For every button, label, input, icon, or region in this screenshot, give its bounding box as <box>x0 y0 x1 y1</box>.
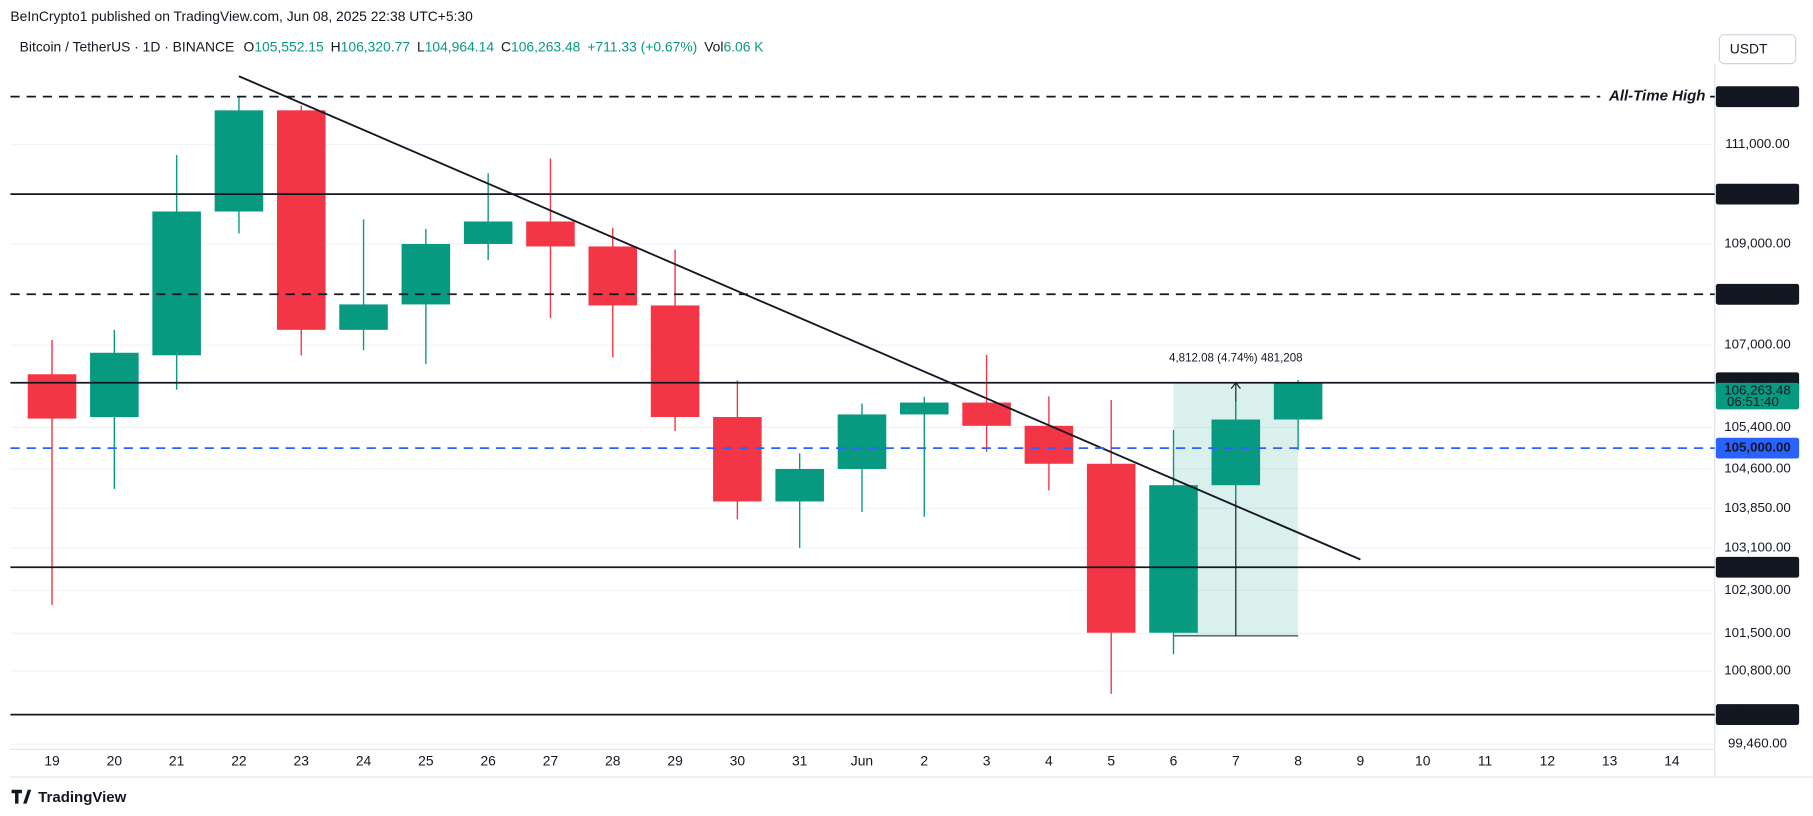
y-tick-label: 105,400.00 <box>1724 419 1790 434</box>
y-tick-label: 102,300.00 <box>1724 582 1790 597</box>
x-tick-label: 19 <box>44 753 60 769</box>
x-tick-label: 26 <box>480 753 496 769</box>
candle-body <box>339 304 388 330</box>
trendline <box>238 75 1361 561</box>
ohlc-key: C <box>501 38 511 54</box>
x-tick-label: 6 <box>1170 753 1178 769</box>
countdown: 06:51:40 <box>1727 394 1779 409</box>
ohlc-key: O <box>244 38 255 54</box>
currency-box[interactable] <box>1718 34 1797 65</box>
candle-body <box>1211 419 1261 486</box>
symbol: Bitcoin / TetherUS · 1D · BINANCE <box>20 38 235 54</box>
x-tick-label: 22 <box>231 753 247 769</box>
candle-body <box>463 221 513 244</box>
candle-body <box>152 211 201 356</box>
ohlc-key: H <box>331 38 341 54</box>
y-tick-label: 103,850.00 <box>1724 500 1790 515</box>
level-tag <box>1715 704 1800 725</box>
level-tag <box>1715 183 1800 205</box>
x-tick-label: 5 <box>1107 753 1115 769</box>
candle-body <box>1086 463 1136 633</box>
x-tick-label: 12 <box>1540 753 1556 769</box>
candle-body <box>588 246 638 306</box>
candle-body <box>526 221 575 247</box>
level-label: 105,000.00 <box>1724 440 1790 455</box>
x-tick-label: 21 <box>169 753 185 769</box>
x-tick-label: 23 <box>294 753 310 769</box>
published-note: BeInCrypto1 published on TradingView.com… <box>10 8 473 24</box>
brand-logo <box>11 789 32 804</box>
candle-body <box>1273 382 1323 420</box>
x-tick-label: 25 <box>418 753 434 769</box>
ohlc-key: L <box>417 38 425 54</box>
level-tag <box>1715 283 1800 305</box>
x-tick-label: 27 <box>543 753 559 769</box>
y-tick-label: 107,000.00 <box>1724 337 1790 352</box>
x-tick-label: 10 <box>1415 753 1431 769</box>
ohlc-value: 106,320.77 <box>341 38 411 54</box>
ohlc-value: 104,964.14 <box>425 38 495 54</box>
candle-body <box>900 402 949 415</box>
candle-body <box>775 468 824 502</box>
logo-icon <box>11 789 32 804</box>
x-tick-label: 4 <box>1045 753 1053 769</box>
x-tick-label: 8 <box>1294 753 1302 769</box>
level-label: 100,000.00 <box>1724 706 1790 721</box>
candle-body <box>90 352 139 418</box>
ohlc-value: 105,552.15 <box>254 38 324 54</box>
last-price-label: 106,263.48 <box>1724 382 1790 397</box>
x-tick-label: 31 <box>792 753 808 769</box>
candle-body <box>837 414 887 469</box>
level-tag <box>1715 556 1800 578</box>
level-note: All-Time High <box>1608 88 1706 105</box>
x-tick-label: 2 <box>920 753 928 769</box>
candle-body <box>27 374 77 419</box>
x-tick-label: 24 <box>356 753 372 769</box>
y-tick-label: 109,000.00 <box>1724 235 1790 250</box>
last-price-tag <box>1715 382 1800 410</box>
x-tick-label: Jun <box>851 753 873 769</box>
level-label: 111,980.00 <box>1725 88 1790 103</box>
candle-body <box>1149 485 1198 633</box>
volume-key: Vol <box>704 38 723 54</box>
change: +711.33 (+0.67%) <box>587 38 697 54</box>
candle-body <box>713 417 762 502</box>
level-note-bg <box>1600 86 1709 108</box>
x-tick-label: 20 <box>107 753 123 769</box>
x-tick-label: 7 <box>1232 753 1240 769</box>
level-label: 108,000.00 <box>1724 286 1790 301</box>
level-label: 102,734.23 <box>1724 559 1790 574</box>
x-tick-label: 13 <box>1602 753 1618 769</box>
candle-body <box>650 305 700 418</box>
candle-body <box>276 110 326 330</box>
level-tag <box>1715 86 1800 108</box>
x-tick-label: 28 <box>605 753 621 769</box>
measure-label: 4,812.08 (4.74%) 481,208 <box>1169 353 1303 365</box>
y-tick-label: 99,460.00 <box>1728 736 1787 751</box>
x-tick-label: 11 <box>1478 753 1493 769</box>
brand: TradingView <box>38 789 126 806</box>
candle-body <box>962 402 1011 426</box>
y-tick-label: 104,600.00 <box>1724 461 1790 476</box>
x-tick-label: 3 <box>983 753 991 769</box>
y-tick-label: 100,800.00 <box>1724 663 1790 678</box>
y-tick-label: 103,100.00 <box>1724 539 1790 554</box>
candle-body <box>1024 425 1074 464</box>
candle-body <box>401 243 451 305</box>
x-tick-label: 9 <box>1357 753 1365 769</box>
candle-body <box>214 110 264 212</box>
y-tick-label: 111,000.00 <box>1725 136 1790 151</box>
currency[interactable]: USDT <box>1730 40 1768 56</box>
x-tick-label: 30 <box>730 753 746 769</box>
level-tag <box>1715 437 1800 459</box>
y-tick-label: 101,500.00 <box>1724 625 1790 640</box>
x-tick-label: 14 <box>1664 753 1680 769</box>
symbol-header: Bitcoin / TetherUS · 1D · BINANCE O105,55… <box>20 38 765 54</box>
level-label: 110,000.00 <box>1725 186 1791 201</box>
ohlc-value: 106,263.48 <box>511 38 581 54</box>
volume-value: 6.06 K <box>723 38 764 54</box>
x-tick-label: 29 <box>667 753 683 769</box>
